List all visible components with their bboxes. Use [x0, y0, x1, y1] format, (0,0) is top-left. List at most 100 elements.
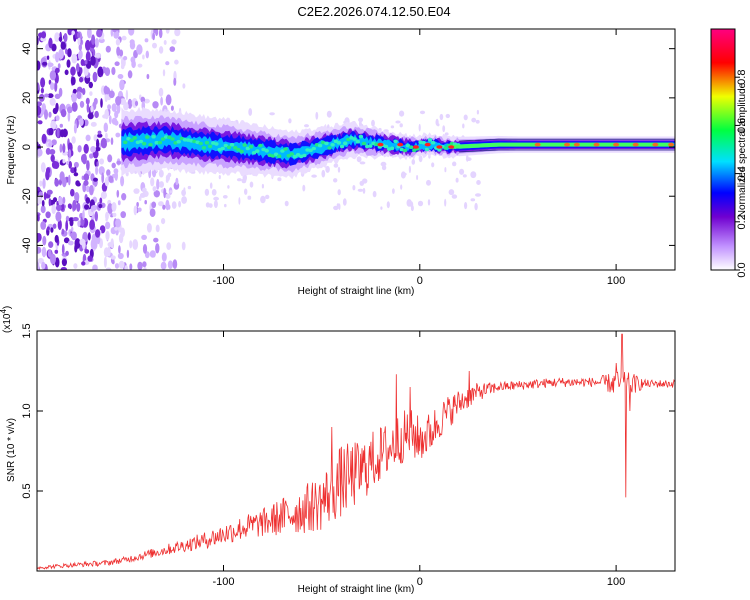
noise-blob — [141, 234, 148, 240]
signal-peak — [377, 142, 384, 147]
noise-blob — [110, 255, 116, 260]
noise-blob — [71, 101, 78, 112]
noise-blob — [400, 184, 403, 190]
noise-blob — [213, 200, 218, 209]
spectrogram-y-ticks: -40 -20 0 20 40 — [21, 43, 675, 253]
noise-blob — [51, 43, 57, 52]
noise-blob — [51, 160, 58, 169]
signal-core-blob — [160, 137, 166, 141]
signal-core-blob — [138, 139, 144, 144]
signal-peak — [397, 142, 404, 147]
noise-blob — [77, 145, 82, 153]
x-tick-label: -100 — [212, 576, 234, 588]
noise-blob — [119, 49, 124, 57]
noise-blob — [146, 223, 152, 233]
spectrogram-x-label: Height of straight line (km) — [298, 286, 415, 297]
noise-blob — [167, 172, 172, 178]
noise-blob — [72, 217, 79, 222]
noise-blob — [54, 249, 59, 254]
noise-blob — [46, 55, 50, 60]
signal-core-blob — [233, 145, 238, 150]
noise-blob — [87, 232, 91, 241]
noise-blob — [58, 196, 64, 206]
noise-blob — [265, 194, 270, 200]
noise-blob — [152, 186, 157, 192]
noise-blob — [65, 215, 70, 222]
noise-blob — [87, 255, 93, 262]
noise-blob — [77, 37, 81, 46]
noise-blob — [104, 176, 110, 187]
noise-blob — [71, 30, 75, 36]
colorbar: 0.0 0.2 0.4 0.6 0.8 Normalized spectral ampl… — [710, 28, 748, 278]
noise-blob — [371, 119, 375, 127]
noise-blob — [42, 61, 48, 66]
signal-core-blob — [402, 148, 408, 153]
noise-blob — [49, 97, 56, 106]
noise-blob — [151, 201, 157, 209]
noise-blob — [84, 204, 90, 210]
noise-blob — [124, 265, 128, 270]
noise-blob — [76, 202, 81, 212]
noise-blob — [105, 132, 108, 139]
snr-y-label: SNR (10 * v/v) — [6, 418, 17, 482]
noise-blob — [77, 220, 81, 228]
signal-core-blob — [430, 140, 436, 145]
noise-blob — [67, 106, 73, 114]
signal-core-blob — [336, 141, 342, 145]
signal-core-blob — [242, 143, 247, 147]
noise-blob — [47, 249, 52, 258]
noise-blob — [108, 90, 115, 99]
noise-blob — [249, 181, 254, 188]
noise-blob — [40, 221, 47, 230]
noise-blob — [123, 102, 129, 111]
signal-core-blob — [123, 140, 128, 145]
noise-blob — [114, 263, 120, 269]
noise-blob — [95, 166, 99, 175]
noise-blob — [100, 98, 103, 108]
noise-blob — [48, 241, 54, 249]
noise-blob — [302, 184, 306, 192]
noise-blob — [474, 202, 478, 211]
signal-core-blob — [405, 143, 411, 148]
noise-blob — [55, 211, 62, 222]
noise-blob — [99, 197, 103, 204]
colorbar-label: Normalized spectral amplitude — [737, 82, 748, 217]
signal-peak — [573, 142, 580, 147]
noise-blob — [247, 195, 252, 200]
noise-blob — [169, 190, 173, 194]
signal-core-blob — [355, 139, 360, 144]
signal-peak — [436, 145, 443, 149]
signal-core-blob — [142, 141, 147, 146]
noise-blob — [98, 203, 103, 209]
noise-blob — [362, 187, 366, 194]
noise-blob — [358, 117, 364, 123]
signal-core-blob — [273, 152, 279, 157]
noise-blob — [158, 201, 164, 207]
noise-blob — [466, 154, 469, 162]
noise-blob — [87, 29, 92, 39]
signal-core-blob — [198, 141, 203, 146]
noise-blob — [106, 169, 111, 177]
noise-blob — [41, 261, 46, 270]
noise-blob — [93, 177, 98, 182]
signal-core-blob — [176, 139, 181, 144]
noise-blob — [89, 153, 94, 159]
noise-blob — [455, 177, 459, 183]
noise-blob — [85, 185, 90, 193]
noise-blob — [399, 123, 403, 128]
signal-core-blob — [280, 149, 285, 153]
noise-blob — [153, 237, 159, 243]
noise-blob — [107, 154, 113, 163]
noise-blob — [110, 227, 115, 234]
noise-blob — [112, 212, 117, 217]
noise-blob — [158, 169, 164, 178]
noise-blob — [44, 109, 48, 120]
noise-blob — [54, 257, 60, 268]
noise-blob — [143, 98, 150, 104]
noise-blob — [171, 201, 177, 209]
noise-blob — [85, 197, 91, 204]
noise-blob — [222, 195, 228, 199]
x-tick-label: 0 — [417, 576, 423, 588]
noise-blob — [381, 165, 387, 171]
noise-blob — [333, 205, 339, 211]
